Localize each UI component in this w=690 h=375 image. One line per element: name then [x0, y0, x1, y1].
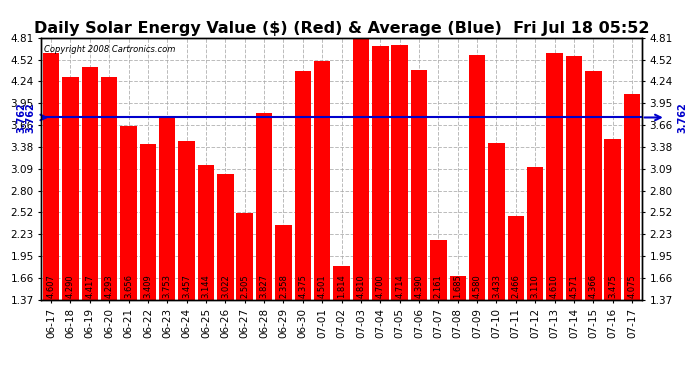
Bar — [139, 144, 156, 300]
Text: 3.409: 3.409 — [144, 275, 152, 298]
Text: 3.753: 3.753 — [163, 274, 172, 298]
Text: 2.505: 2.505 — [240, 275, 249, 298]
Text: 3.144: 3.144 — [201, 275, 210, 298]
Text: 4.571: 4.571 — [569, 275, 578, 298]
Text: 4.366: 4.366 — [589, 274, 598, 298]
Bar — [585, 71, 602, 300]
Bar — [489, 142, 504, 300]
Text: 4.375: 4.375 — [298, 274, 307, 298]
Text: 4.810: 4.810 — [357, 275, 366, 298]
Text: 4.390: 4.390 — [415, 275, 424, 298]
Bar — [624, 94, 640, 300]
Bar — [217, 174, 234, 300]
Text: Copyright 2008 Cartronics.com: Copyright 2008 Cartronics.com — [44, 45, 176, 54]
Text: 3.110: 3.110 — [531, 275, 540, 298]
Text: 3.762: 3.762 — [26, 102, 36, 133]
Bar — [62, 77, 79, 300]
Text: 4.075: 4.075 — [627, 275, 636, 298]
Bar — [604, 140, 621, 300]
Text: 1.814: 1.814 — [337, 275, 346, 298]
Text: 4.607: 4.607 — [47, 274, 56, 298]
Text: 1.685: 1.685 — [453, 274, 462, 298]
Text: 3.022: 3.022 — [221, 275, 230, 298]
Text: 4.700: 4.700 — [376, 275, 385, 298]
Text: 3.762: 3.762 — [678, 102, 688, 133]
Bar — [295, 71, 311, 300]
Bar — [120, 126, 137, 300]
Text: 3.475: 3.475 — [608, 274, 617, 298]
Text: 2.358: 2.358 — [279, 274, 288, 298]
Bar — [81, 68, 98, 300]
Bar — [159, 118, 175, 300]
Bar — [353, 38, 369, 300]
Bar — [314, 61, 331, 300]
Text: 4.293: 4.293 — [105, 275, 114, 298]
Text: 4.501: 4.501 — [317, 275, 326, 298]
Text: 4.610: 4.610 — [550, 275, 559, 298]
Bar — [275, 225, 292, 300]
Bar — [546, 53, 563, 300]
Bar — [566, 56, 582, 300]
Text: 4.290: 4.290 — [66, 275, 75, 298]
Bar — [372, 46, 388, 300]
Bar — [430, 240, 446, 300]
Bar — [508, 216, 524, 300]
Bar — [527, 167, 544, 300]
Text: 3.656: 3.656 — [124, 274, 133, 298]
Bar — [179, 141, 195, 300]
Bar — [43, 53, 59, 300]
Text: 4.580: 4.580 — [473, 275, 482, 298]
Text: 4.714: 4.714 — [395, 275, 404, 298]
Text: 3.457: 3.457 — [182, 274, 191, 298]
Bar — [198, 165, 214, 300]
Text: 2.161: 2.161 — [434, 275, 443, 298]
Text: 4.417: 4.417 — [86, 275, 95, 298]
Bar — [101, 77, 117, 300]
Bar — [333, 266, 350, 300]
Bar — [469, 55, 485, 300]
Bar — [449, 276, 466, 300]
Bar — [391, 45, 408, 300]
Text: 3.827: 3.827 — [259, 274, 268, 298]
Text: 2.466: 2.466 — [511, 274, 520, 298]
Bar — [411, 69, 427, 300]
Text: 3.433: 3.433 — [492, 274, 501, 298]
Bar — [256, 112, 273, 300]
Bar — [237, 213, 253, 300]
Text: 3.762: 3.762 — [17, 102, 26, 133]
Title: Daily Solar Energy Value ($) (Red) & Average (Blue)  Fri Jul 18 05:52: Daily Solar Energy Value ($) (Red) & Ave… — [34, 21, 649, 36]
